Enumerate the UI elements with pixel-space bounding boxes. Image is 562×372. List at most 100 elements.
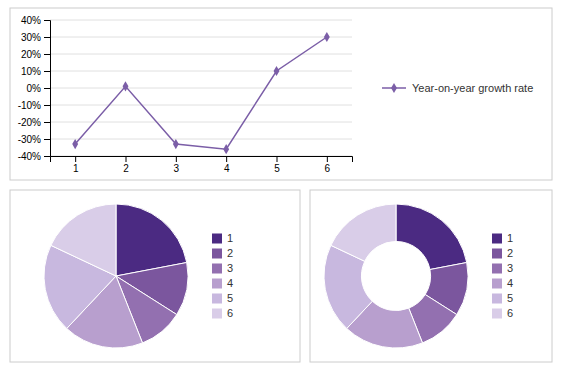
legend-label: 4 [227, 277, 233, 289]
x-tick-mark [75, 156, 76, 162]
series-line [75, 37, 327, 149]
legend-label: 5 [227, 292, 233, 304]
legend-swatch [212, 249, 222, 259]
legend-item: 4 [212, 277, 233, 289]
x-tick-mark [126, 156, 127, 162]
x-tick-mark [277, 156, 278, 162]
y-tick: 40% [21, 15, 50, 26]
y-tick: 0% [27, 83, 50, 94]
legend-swatch [492, 294, 502, 304]
y-tick-mark [44, 105, 50, 106]
y-tick: -30% [18, 134, 50, 145]
legend-label: 1 [507, 232, 513, 244]
legend-item: 2 [212, 247, 233, 259]
line-chart: 1 2 3 4 5 6 -40% -30% -20% -10% 0% 10% 20% 30% 40% [18, 15, 353, 174]
x-axis-line [51, 157, 353, 163]
legend-item: Year-on-year growth rate [382, 82, 533, 94]
y-tick-label: 0% [27, 83, 42, 94]
x-tick-mark [176, 156, 177, 162]
panel-border [10, 190, 300, 362]
legend-item: 1 [492, 232, 513, 244]
y-tick-mark [44, 122, 50, 123]
legend-label: 2 [227, 247, 233, 259]
legend-swatch [391, 83, 397, 93]
legend-swatch [492, 249, 502, 259]
x-tick: 3 [174, 156, 180, 174]
y-tick-label: -40% [18, 151, 41, 162]
slice [51, 204, 116, 276]
y-tick-label: 40% [21, 15, 41, 26]
legend-item: 5 [492, 292, 513, 304]
legend-swatch [492, 234, 502, 244]
y-tick: 20% [21, 49, 50, 60]
x-tick: 4 [224, 156, 230, 174]
y-tick-mark [44, 54, 50, 55]
legend-swatch [492, 264, 502, 274]
x-tick-label: 5 [274, 163, 280, 174]
legend-label: 5 [507, 292, 513, 304]
panel-border [10, 8, 552, 180]
point [173, 139, 179, 149]
point [274, 66, 280, 76]
x-tick-label: 1 [73, 163, 79, 174]
y-tick-label: -30% [18, 134, 41, 145]
legend-label: 3 [507, 262, 513, 274]
y-axis: -40% -30% -20% -10% 0% 10% 20% 30% 40% [18, 15, 51, 162]
point [72, 139, 78, 149]
grid-line [50, 139, 352, 140]
legend-swatch [212, 234, 222, 244]
y-tick-label: 20% [21, 49, 41, 60]
x-axis: 1 2 3 4 5 6 [51, 156, 353, 174]
legend-swatch [212, 279, 222, 289]
slice [396, 204, 467, 270]
x-tick-label: 2 [123, 163, 129, 174]
y-tick: -40% [18, 151, 50, 162]
legend-item: 6 [492, 307, 513, 319]
x-tick-mark [226, 156, 227, 162]
grid-line [50, 37, 352, 38]
y-axis-line [44, 21, 51, 157]
x-tick-label: 4 [224, 163, 230, 174]
legend-item: 2 [492, 247, 513, 259]
x-tick: 2 [123, 156, 129, 174]
y-tick-label: 10% [21, 66, 41, 77]
legend-label: 4 [507, 277, 513, 289]
y-tick: -10% [18, 100, 50, 111]
x-tick: 5 [274, 156, 280, 174]
legend-label: 1 [227, 232, 233, 244]
legend-label: 6 [227, 307, 233, 319]
y-tick-mark [44, 88, 50, 89]
y-tick-label: -10% [18, 100, 41, 111]
donut-chart [324, 204, 468, 348]
y-tick-label: 30% [21, 32, 41, 43]
slice [331, 204, 396, 261]
legend-item: 1 [212, 232, 233, 244]
plot-area [72, 32, 330, 154]
legend-label: Year-on-year growth rate [412, 82, 533, 94]
point [123, 81, 129, 91]
legend-item: 6 [212, 307, 233, 319]
y-tick-mark [44, 20, 50, 21]
x-tick: 6 [325, 156, 331, 174]
y-tick: 10% [21, 66, 50, 77]
figure: 1 2 3 4 5 6 -40% -30% -20% -10% 0% 10% 20% 30% 40% Year… [0, 0, 562, 372]
legend-label: 3 [227, 262, 233, 274]
legend-swatch [492, 279, 502, 289]
legend-label: 6 [507, 307, 513, 319]
legend-swatch [212, 309, 222, 319]
panel-border [310, 190, 552, 362]
legend-swatch [212, 294, 222, 304]
y-tick-mark [44, 156, 50, 157]
y-tick-label: -20% [18, 117, 41, 128]
point [324, 32, 330, 42]
grid-line [50, 71, 352, 72]
grid-line [50, 20, 352, 21]
legend-swatch [492, 309, 502, 319]
point [223, 144, 229, 154]
y-tick-mark [44, 71, 50, 72]
x-tick: 1 [73, 156, 79, 174]
legend-item: 3 [492, 262, 513, 274]
legend-item: 4 [492, 277, 513, 289]
y-tick: -20% [18, 117, 50, 128]
x-tick-label: 3 [174, 163, 180, 174]
